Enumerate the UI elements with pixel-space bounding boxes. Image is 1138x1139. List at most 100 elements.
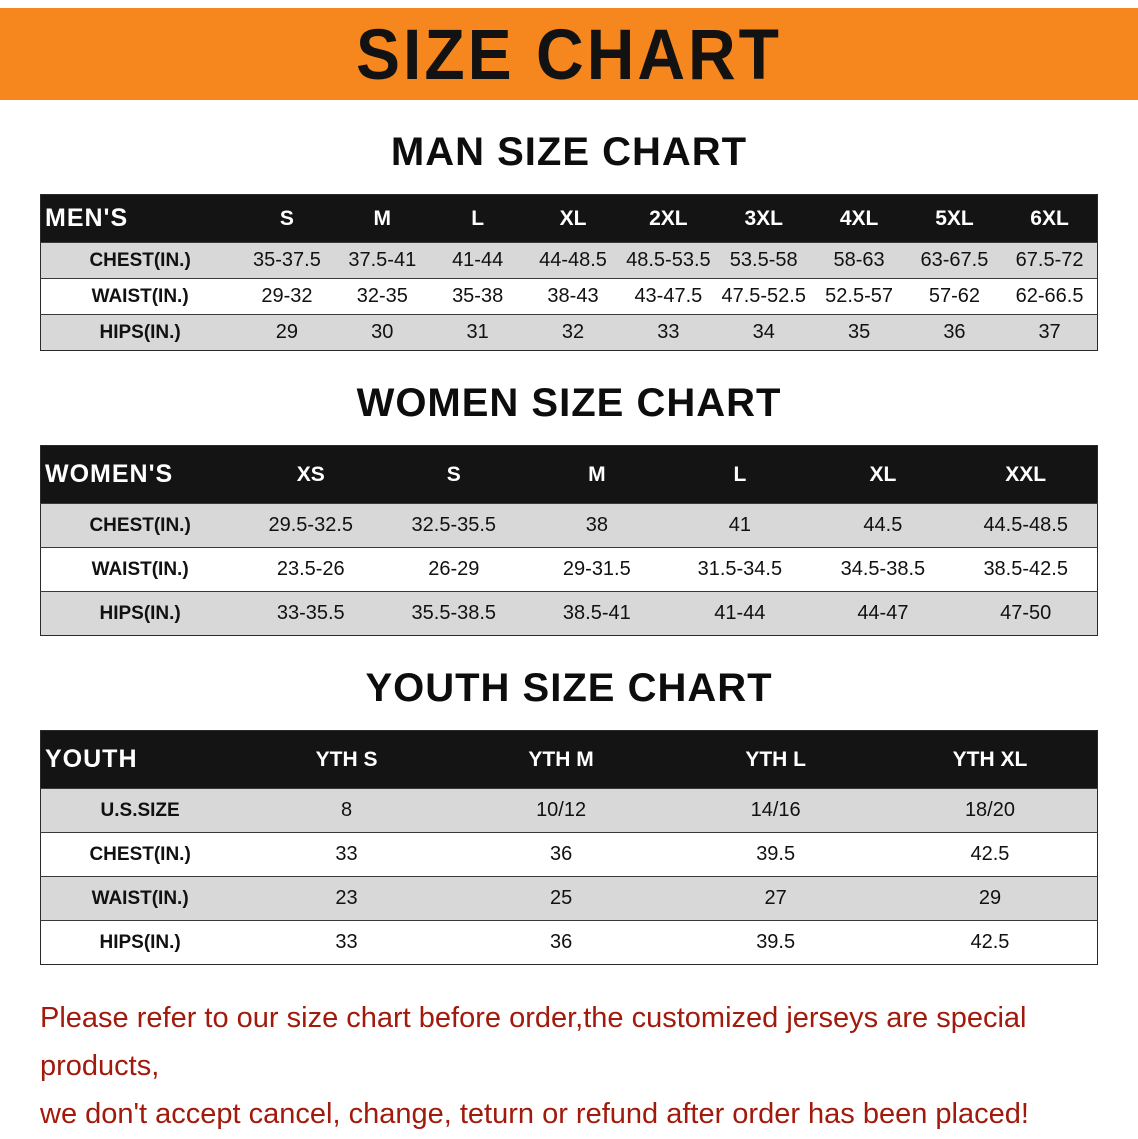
table-header-row: YOUTH YTH S YTH M YTH L YTH XL: [40, 730, 1098, 789]
size-value: 41: [668, 503, 812, 548]
size-value: 29.5-32.5: [239, 503, 383, 548]
size-value: 44.5-48.5: [954, 503, 1098, 548]
size-column-header: L: [668, 445, 812, 504]
size-value: 38: [525, 503, 669, 548]
man-size-table-wrap: MEN'S S M L XL 2XL 3XL 4XL 5XL 6XL CHEST(IN.) 35-37…: [40, 194, 1098, 351]
size-value: 58-63: [811, 242, 907, 279]
size-value: 38.5-42.5: [954, 547, 1098, 592]
size-column-header: M: [334, 194, 430, 243]
size-value: 36: [906, 314, 1003, 351]
size-value: 35-38: [429, 278, 526, 315]
disclaimer-line-2: we don't accept cancel, change, teturn o…: [40, 1097, 1029, 1130]
size-value: 67.5-72: [1002, 242, 1098, 279]
size-value: 33: [239, 920, 454, 965]
size-value: 29-32: [239, 278, 335, 315]
size-chart-banner: SIZE CHART: [0, 8, 1138, 100]
size-value: 34: [716, 314, 812, 351]
size-value: 44-48.5: [525, 242, 621, 279]
size-value: 23: [239, 876, 454, 921]
size-value: 43-47.5: [620, 278, 717, 315]
size-value: 18/20: [882, 788, 1098, 833]
size-value: 38.5-41: [525, 591, 669, 636]
size-column-header: YTH L: [668, 730, 883, 789]
row-label: CHEST(IN.): [40, 832, 240, 877]
size-value: 33: [239, 832, 454, 877]
size-value: 31: [429, 314, 526, 351]
size-value: 10/12: [453, 788, 669, 833]
section-heading-man: MAN SIZE CHART: [390, 130, 748, 174]
table-row: CHEST(IN.) 35-37.5 37.5-41 41-44 44-48.5 48.5…: [40, 242, 1098, 279]
size-table: MEN'S S M L XL 2XL 3XL 4XL 5XL 6XL CHEST(IN.) 35-37…: [40, 194, 1098, 351]
row-label: CHEST(IN.): [40, 503, 240, 548]
table-row: CHEST(IN.) 33 36 39.5 42.5: [40, 832, 1098, 877]
size-value: 62-66.5: [1002, 278, 1098, 315]
size-value: 37: [1002, 314, 1098, 351]
size-column-header: L: [429, 194, 526, 243]
size-value: 32-35: [334, 278, 430, 315]
size-value: 42.5: [882, 832, 1098, 877]
disclaimer-text: Please refer to our size chart before or…: [40, 995, 1098, 1139]
size-value: 44.5: [811, 503, 955, 548]
size-column-header: XL: [525, 194, 621, 243]
size-column-header: S: [382, 445, 526, 504]
row-label: HIPS(IN.): [40, 314, 240, 351]
size-value: 48.5-53.5: [620, 242, 717, 279]
size-value: 33-35.5: [239, 591, 383, 636]
table-row: HIPS(IN.) 33 36 39.5 42.5: [40, 920, 1098, 965]
size-value: 29: [882, 876, 1098, 921]
size-value: 14/16: [668, 788, 883, 833]
size-value: 30: [334, 314, 430, 351]
table-corner-label: MEN'S: [40, 194, 240, 243]
size-column-header: YTH XL: [882, 730, 1098, 789]
size-column-header: S: [239, 194, 335, 243]
table-row: HIPS(IN.) 33-35.5 35.5-38.5 38.5-41 41-44 44-…: [40, 591, 1098, 636]
size-value: 52.5-57: [811, 278, 907, 315]
row-label: WAIST(IN.): [40, 876, 240, 921]
size-value: 32: [525, 314, 621, 351]
size-column-header: 2XL: [620, 194, 717, 243]
table-row: U.S.SIZE 8 10/12 14/16 18/20: [40, 788, 1098, 833]
size-value: 41-44: [668, 591, 812, 636]
row-label: CHEST(IN.): [40, 242, 240, 279]
size-value: 29-31.5: [525, 547, 669, 592]
size-value: 35-37.5: [239, 242, 335, 279]
row-label: WAIST(IN.): [40, 278, 240, 315]
table-corner-label: WOMEN'S: [40, 445, 240, 504]
size-value: 35: [811, 314, 907, 351]
size-value: 8: [239, 788, 454, 833]
size-column-header: XL: [811, 445, 955, 504]
row-label: WAIST(IN.): [40, 547, 240, 592]
table-corner-label: YOUTH: [40, 730, 240, 789]
youth-size-table-wrap: YOUTH YTH S YTH M YTH L YTH XL U.S.SIZE 8 10/12…: [40, 730, 1098, 965]
size-column-header: YTH M: [453, 730, 669, 789]
size-column-header: 4XL: [811, 194, 907, 243]
women-size-table-wrap: WOMEN'S XS S M L XL XXL CHEST(IN.) 29.5-32.5 32.5…: [40, 445, 1098, 636]
size-value: 31.5-34.5: [668, 547, 812, 592]
size-value: 37.5-41: [334, 242, 430, 279]
size-value: 63-67.5: [906, 242, 1003, 279]
size-column-header: XS: [239, 445, 383, 504]
size-value: 25: [453, 876, 669, 921]
man-size-chart-section: MAN SIZE CHART MEN'S S M L XL 2XL 3XL 4XL 5XL 6XL…: [0, 130, 1138, 351]
size-value: 47-50: [954, 591, 1098, 636]
size-value: 29: [239, 314, 335, 351]
size-value: 32.5-35.5: [382, 503, 526, 548]
table-row: WAIST(IN.) 23.5-26 26-29 29-31.5 31.5-34.5 34…: [40, 547, 1098, 592]
size-value: 42.5: [882, 920, 1098, 965]
size-value: 36: [453, 832, 669, 877]
size-column-header: YTH S: [239, 730, 454, 789]
size-value: 36: [453, 920, 669, 965]
banner-title: SIZE CHART: [356, 14, 782, 94]
table-row: CHEST(IN.) 29.5-32.5 32.5-35.5 38 41 44.5 44.5…: [40, 503, 1098, 548]
size-value: 39.5: [668, 920, 883, 965]
size-value: 33: [620, 314, 717, 351]
size-value: 34.5-38.5: [811, 547, 955, 592]
table-header-row: WOMEN'S XS S M L XL XXL: [40, 445, 1098, 504]
size-table: WOMEN'S XS S M L XL XXL CHEST(IN.) 29.5-32.5 32.5…: [40, 445, 1098, 636]
size-value: 47.5-52.5: [716, 278, 812, 315]
table-row: WAIST(IN.) 23 25 27 29: [40, 876, 1098, 921]
table-row: WAIST(IN.) 29-32 32-35 35-38 38-43 43-47.5 47.…: [40, 278, 1098, 315]
row-label: HIPS(IN.): [40, 920, 240, 965]
women-size-chart-section: WOMEN SIZE CHART WOMEN'S XS S M L XL XXL CHEST(…: [0, 381, 1138, 636]
